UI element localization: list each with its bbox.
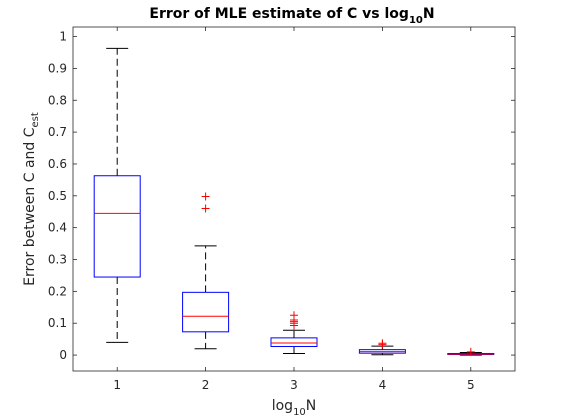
x-tick-label: 2 <box>202 378 210 392</box>
y-tick-label: 0.2 <box>48 284 67 298</box>
box <box>93 175 141 278</box>
box-group <box>182 192 230 350</box>
box <box>270 337 318 347</box>
y-tick-label: 0.9 <box>48 61 67 75</box>
y-tick-label: 0.5 <box>48 189 67 203</box>
y-tick-label: 1 <box>59 30 67 44</box>
chart-title: Error of MLE estimate of C vs log10N <box>149 6 434 26</box>
x-axis-label-tail: N <box>306 398 316 414</box>
y-tick-label: 0.3 <box>48 253 67 267</box>
box-group <box>93 47 141 343</box>
x-axis-label-subscript: 10 <box>293 407 306 418</box>
y-tick-label: 0.7 <box>48 125 67 139</box>
outlier-marker <box>378 339 387 348</box>
x-tick-label: 1 <box>113 378 121 392</box>
box-group <box>358 339 406 356</box>
box <box>182 291 230 333</box>
chart-title-subscript: 10 <box>409 15 423 26</box>
x-axis-ticks: 1 2 3 4 5 <box>113 27 475 392</box>
box-group <box>270 311 318 354</box>
x-tick-label: 4 <box>379 378 387 392</box>
outlier-marker <box>290 311 298 320</box>
outlier-marker <box>466 347 475 356</box>
y-axis-label-subscript: est <box>30 112 41 127</box>
x-axis-label-main: log <box>272 398 293 414</box>
y-axis-ticks: 0 0.1 0.2 0.3 0.4 0.5 0.6 0.7 0.8 0.9 1 <box>48 30 515 362</box>
y-tick-label: 0 <box>59 348 67 362</box>
y-axis-label-main: Error between C and C <box>22 127 38 286</box>
chart-title-main: Error of MLE estimate of C vs log <box>149 6 409 22</box>
y-tick-label: 0.8 <box>48 93 67 107</box>
box-group <box>447 347 495 356</box>
box-series <box>93 47 495 356</box>
outlier-marker <box>201 204 210 213</box>
x-tick-label: 3 <box>290 378 298 392</box>
y-tick-label: 0.6 <box>48 157 67 171</box>
outlier-marker <box>201 192 210 201</box>
y-tick-label: 0.4 <box>48 221 67 235</box>
x-tick-label: 5 <box>467 378 475 392</box>
x-axis-label: log10N <box>272 398 317 418</box>
chart-title-tail: N <box>423 6 435 22</box>
y-axis-label: Error between C and Cest <box>22 112 41 286</box>
y-tick-label: 0.1 <box>48 316 67 330</box>
